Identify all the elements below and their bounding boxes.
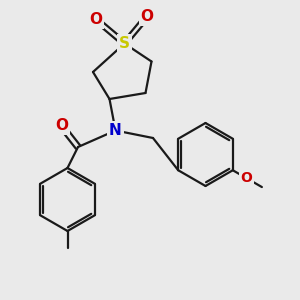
- Text: O: O: [89, 12, 103, 27]
- Text: N: N: [109, 123, 122, 138]
- Text: O: O: [140, 9, 154, 24]
- Text: S: S: [119, 36, 130, 51]
- Text: O: O: [55, 118, 68, 134]
- Text: O: O: [240, 171, 252, 185]
